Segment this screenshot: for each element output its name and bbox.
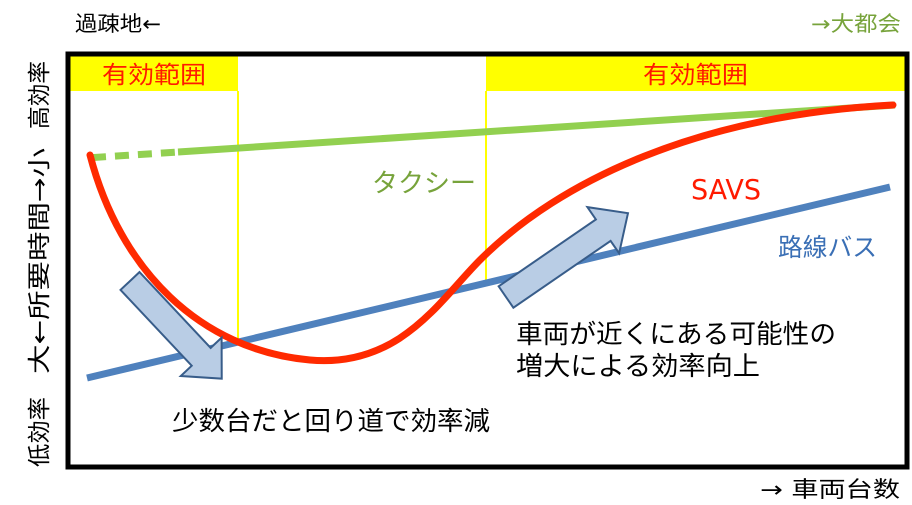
efficiency-decrease-arrow	[119, 270, 223, 380]
taxi-line-dashed	[91, 148, 179, 162]
taxi-label: タクシー	[372, 169, 476, 199]
efficiency-gain-note-line1: 車両が近くにある可能性の	[516, 320, 836, 350]
big-city-label: →大都会	[811, 12, 901, 36]
savs-label: SAVS	[691, 173, 761, 206]
y-axis-low-efficiency-label: 低効率	[27, 397, 53, 467]
detour-note: 少数台だと回り道で効率減	[172, 407, 490, 437]
efficiency-gain-note-line2: 増大による効率向上	[516, 352, 760, 382]
efficiency-increase-arrow	[497, 205, 630, 310]
y-axis-high-efficiency-label: 高効率	[27, 61, 53, 129]
effective-range-band-left	[70, 56, 238, 91]
effective-range-label-right: 有効範囲	[643, 61, 748, 89]
sparse-area-label: 過疎地←	[75, 12, 161, 36]
effective-range-band-right	[486, 56, 905, 91]
plot-frame	[65, 51, 910, 470]
savs-curve	[86, 101, 897, 365]
effective-range-label-left: 有効範囲	[102, 61, 206, 89]
x-axis-vehicle-count-label: → 車両台数	[760, 478, 900, 503]
y-axis-travel-time-label: 大←所要時間→小	[27, 148, 53, 374]
taxi-line	[177, 101, 896, 156]
route-bus-label: 路線バス	[778, 233, 877, 262]
